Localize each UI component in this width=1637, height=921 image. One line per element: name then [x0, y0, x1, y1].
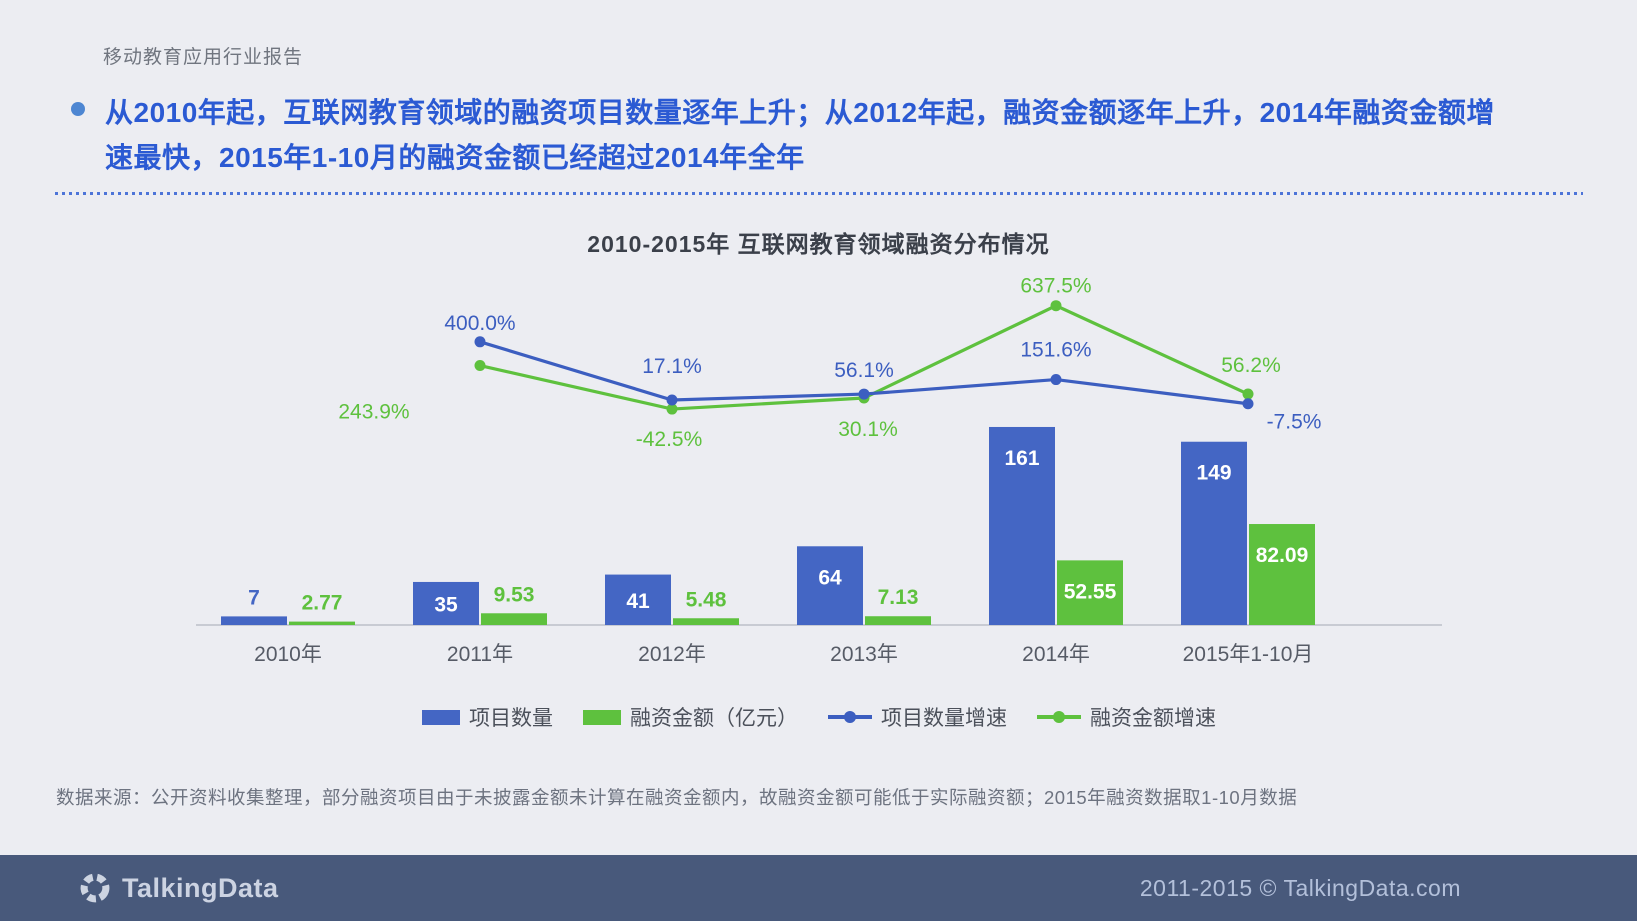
trend-point [666, 403, 678, 415]
chart-value-label: 7 [248, 586, 260, 609]
trend-point-label: 56.2% [1221, 354, 1281, 377]
legend-bar-swatch-icon [583, 709, 621, 725]
chart-value-label: 7.13 [878, 586, 919, 609]
brand-name: TalkingData [122, 872, 279, 903]
trend-point-label: -7.5% [1267, 411, 1322, 434]
trend-point-label: 30.1% [838, 418, 898, 441]
headline: 从2010年起，互联网教育领域的融资项目数量逐年上升；从2012年起，融资金额逐… [105, 97, 1495, 174]
combo-chart: 7 35 41 64 161 149 2.77 9.53 5.48 7.13 52.55 82.09 2… [188, 255, 1450, 695]
legend-label: 项目数量 [469, 707, 553, 730]
trend-point [474, 336, 486, 348]
chart-value-label: 9.53 [494, 583, 535, 606]
bar [865, 616, 931, 625]
trend-point [666, 394, 678, 406]
chart-title: 2010-2015年 互联网教育领域融资分布情况 [587, 231, 1050, 257]
bar [221, 616, 287, 625]
chart-legend: 项目数量 融资金额（亿元） 项目数量增速 融资金额增速 [188, 702, 1450, 732]
chart-value-label: 82.09 [1256, 544, 1309, 567]
x-tick-label: 2013年 [830, 643, 898, 666]
dotted-separator [55, 192, 1583, 195]
chart-value-label: 35 [434, 593, 458, 616]
legend-item: 项目数量 [422, 702, 553, 732]
x-tick-label: 2011年 [447, 643, 513, 666]
x-tick-label: 2014年 [1022, 643, 1090, 666]
trend-point [474, 360, 486, 372]
bar [797, 546, 863, 625]
brand: TalkingData [78, 871, 279, 905]
bar [1249, 524, 1315, 625]
trend-point [1050, 300, 1062, 312]
bar [1057, 560, 1123, 625]
legend-line-dot-icon [1053, 711, 1065, 723]
bar [481, 613, 547, 625]
x-tick-label: 2015年1-10月 [1183, 643, 1314, 666]
bar [605, 574, 671, 625]
trend-point-label: 243.9% [338, 401, 409, 424]
trend-point [858, 388, 870, 400]
trend-point-label: -42.5% [636, 428, 703, 451]
bar [673, 618, 739, 625]
trend-point-label: 151.6% [1020, 339, 1091, 362]
chart-value-label: 41 [626, 590, 650, 613]
legend-line-swatch-icon [828, 711, 872, 723]
legend-label: 项目数量增速 [881, 707, 1007, 730]
combo-chart-svg: 7 35 41 64 161 149 2.77 9.53 5.48 7.13 52.55 82.09 2… [196, 275, 1442, 666]
trend-point [1050, 374, 1062, 386]
bar [1181, 441, 1247, 625]
legend-line-dot-icon [844, 711, 856, 723]
chart-value-label: 5.48 [686, 588, 727, 611]
chart-value-label: 64 [818, 566, 842, 589]
bar [989, 426, 1055, 625]
bullet-icon [71, 102, 85, 116]
chart-value-label: 2.77 [302, 592, 343, 615]
report-label: 移动教育应用行业报告 [103, 47, 304, 68]
bar [289, 621, 355, 625]
legend-item: 融资金额（亿元） [583, 702, 798, 732]
trend-point-label: 56.1% [834, 359, 894, 382]
source-note: 数据来源：公开资料收集整理，部分融资项目由于未披露金额未计算在融资金额内，故融资… [56, 787, 1298, 808]
trend-point [1242, 398, 1254, 410]
trend-point-label: 17.1% [642, 355, 702, 378]
chart-value-label: 149 [1196, 462, 1231, 485]
x-tick-label: 2012年 [638, 643, 706, 666]
copyright-text: 2011-2015 © TalkingData.com [1139, 874, 1461, 901]
trend-point-label: 637.5% [1020, 275, 1091, 298]
legend-item: 融资金额增速 [1037, 702, 1216, 732]
talkingdata-logo-icon [80, 873, 110, 903]
x-tick-label: 2010年 [254, 643, 322, 666]
trend-point [1242, 388, 1254, 400]
legend-label: 融资金额增速 [1090, 707, 1216, 730]
bar [413, 581, 479, 625]
chart-value-label: 52.55 [1064, 580, 1117, 603]
legend-label: 融资金额（亿元） [630, 707, 798, 730]
legend-bar-swatch-icon [422, 709, 460, 725]
chart-value-label: 161 [1004, 447, 1039, 470]
footer-bar: TalkingData 2011-2015 © TalkingData.com [0, 855, 1637, 921]
legend-line-swatch-icon [1037, 711, 1081, 723]
trend-point-label: 400.0% [444, 312, 515, 335]
legend-item: 项目数量增速 [828, 702, 1007, 732]
